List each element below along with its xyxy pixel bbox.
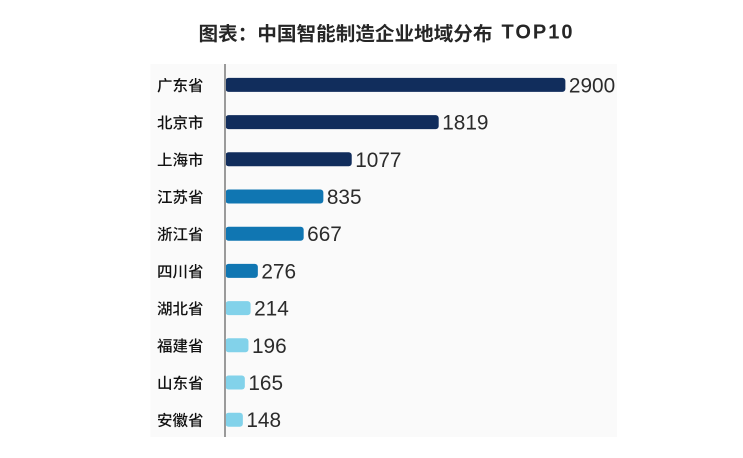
svg-text:1819: 1819 <box>442 112 488 135</box>
svg-text:276: 276 <box>261 260 296 283</box>
svg-text:2900: 2900 <box>569 74 615 97</box>
svg-text:196: 196 <box>252 335 287 358</box>
svg-text:1077: 1077 <box>355 149 401 172</box>
svg-text:148: 148 <box>246 409 281 432</box>
svg-text:835: 835 <box>327 186 362 209</box>
svg-text:214: 214 <box>254 298 289 321</box>
svg-text:TOP10: TOP10 <box>502 22 575 44</box>
svg-text:667: 667 <box>307 223 342 246</box>
svg-text:165: 165 <box>248 372 283 395</box>
